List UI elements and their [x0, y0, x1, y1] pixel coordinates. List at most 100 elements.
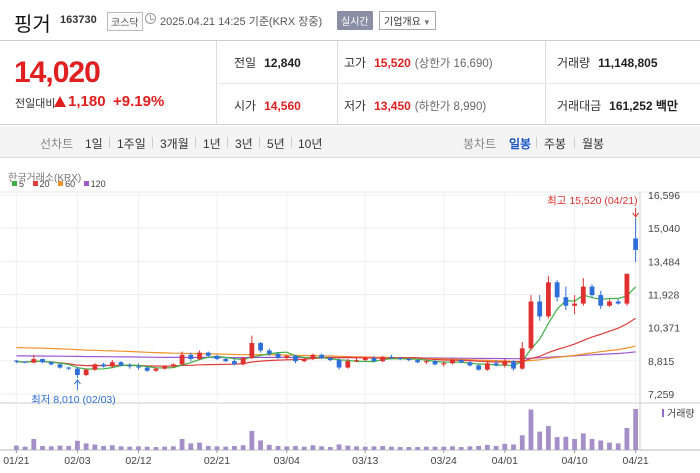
volume-bar: [397, 447, 403, 450]
volume-bar: [563, 436, 569, 450]
divider: [195, 137, 196, 148]
volume-bar: [476, 445, 482, 450]
lower-limit: (하한가 8,990): [414, 101, 487, 113]
volume-bar: [170, 446, 176, 450]
x-tick-label: 04/10: [561, 455, 587, 467]
candle-body: [266, 350, 272, 354]
candle-body: [511, 361, 516, 369]
volume-bar: [319, 446, 325, 450]
volume-bar: [66, 445, 72, 450]
period-3m[interactable]: 3개월: [160, 137, 189, 151]
candle-body: [589, 286, 595, 296]
divider: [227, 137, 228, 148]
volume-bar: [232, 445, 237, 450]
price-panel: 14,020 전일대비 1,180 +9.19% 전일 12,840 고가 15,5…: [0, 40, 700, 125]
volume-bar: [284, 446, 290, 450]
candle-body: [197, 352, 202, 360]
volume-bar: [546, 426, 551, 450]
volume-bar: [467, 446, 473, 450]
change-percent: +9.19%: [113, 93, 165, 110]
candle-body: [127, 365, 133, 367]
candle-body: [633, 238, 639, 250]
candle-body: [188, 354, 194, 360]
candle-body: [22, 361, 28, 363]
volume-bar: [528, 409, 534, 450]
volume-bar: [450, 446, 455, 450]
candle-body: [580, 286, 586, 304]
stat-high: 고가 15,520 (상한가 16,690): [344, 54, 493, 71]
period-1w[interactable]: 1주일: [117, 137, 146, 151]
candle-body: [205, 352, 211, 356]
volume-bar: [415, 447, 420, 450]
volume-bar: [354, 446, 359, 450]
chevron-down-icon: ▼: [422, 18, 431, 27]
candle-body: [572, 303, 577, 306]
period-5y[interactable]: 5년: [267, 137, 285, 151]
chart-canvas[interactable]: 7,259 8,815 10,371 11,928 13,484 15,040 16,596…: [0, 160, 700, 473]
divider: [152, 137, 153, 148]
stat-value: 161,252 백만: [609, 99, 678, 113]
period-10y[interactable]: 10년: [298, 137, 323, 151]
stock-header: 핑거 163730 코스닥 2025.04.21 14:25 기준(KRX 장중…: [0, 0, 700, 40]
candle-body: [563, 297, 569, 306]
realtime-button[interactable]: 실시간: [337, 11, 373, 30]
volume-bar: [633, 409, 639, 450]
candle-body: [179, 354, 185, 365]
candle-body: [223, 359, 229, 362]
volume-bar: [423, 446, 429, 450]
candle-chart-label: 봉차트: [463, 137, 497, 151]
volume-bar: [537, 431, 543, 450]
volume-bar: [144, 446, 150, 450]
company-overview-button[interactable]: 기업개요 ▼: [379, 11, 436, 30]
up-triangle-icon: [54, 96, 66, 107]
y-tick-label: 16,596: [648, 190, 680, 202]
candle-body: [249, 343, 255, 358]
candle-body: [415, 360, 420, 363]
price-chart[interactable]: 한국거래소(KRX) 5 20 60 120 7,259 8,815 10,371 1…: [0, 160, 700, 473]
candle-body: [476, 365, 482, 370]
candle-monthly-tab[interactable]: 월봉: [582, 137, 605, 151]
volume-bar: [275, 445, 281, 450]
volume-bar: [572, 438, 577, 450]
period-1y[interactable]: 1년: [203, 137, 221, 151]
volume-bar: [136, 446, 141, 450]
volume-bar: [519, 435, 525, 450]
volume-bar: [432, 446, 438, 450]
candle-body: [136, 366, 141, 368]
volume-bar: [153, 447, 159, 450]
volume-bar: [624, 427, 630, 450]
stat-value: 14,560: [264, 99, 301, 113]
volume-bar: [75, 440, 80, 450]
period-3y[interactable]: 3년: [235, 137, 253, 151]
clock-icon: [145, 13, 156, 24]
candle-body: [153, 368, 159, 371]
ma-legend-item: 20: [32, 179, 50, 189]
candle-body: [83, 369, 89, 376]
x-tick-label: 04/01: [492, 455, 518, 467]
candle-body: [66, 367, 72, 369]
candle-body: [389, 356, 394, 358]
candle-weekly-tab[interactable]: 주봉: [544, 137, 567, 151]
candle-body: [214, 355, 220, 360]
volume-bar: [240, 445, 246, 450]
volume-bar: [511, 444, 516, 450]
current-price: 14,020: [14, 56, 101, 89]
candle-body: [327, 357, 333, 361]
candle-body: [484, 363, 490, 370]
volume-bar: [380, 445, 386, 450]
max-annotation: 최고 15,520 (04/21): [547, 195, 638, 207]
period-1d[interactable]: 1일: [85, 137, 103, 151]
candle-body: [493, 363, 499, 366]
volume-bar: [493, 445, 499, 450]
volume-bar: [83, 443, 89, 450]
stat-prev-close: 전일 12,840: [234, 54, 301, 71]
candle-body: [75, 368, 80, 376]
candle-body: [310, 354, 316, 360]
stat-label: 고가: [344, 56, 367, 70]
y-tick-label: 10,371: [648, 323, 680, 335]
legend-swatch: [83, 181, 89, 186]
candle-daily-tab[interactable]: 일봉: [509, 137, 532, 151]
volume-bar: [598, 440, 604, 450]
divider: [259, 137, 260, 148]
change-label: 전일대비: [15, 98, 56, 110]
